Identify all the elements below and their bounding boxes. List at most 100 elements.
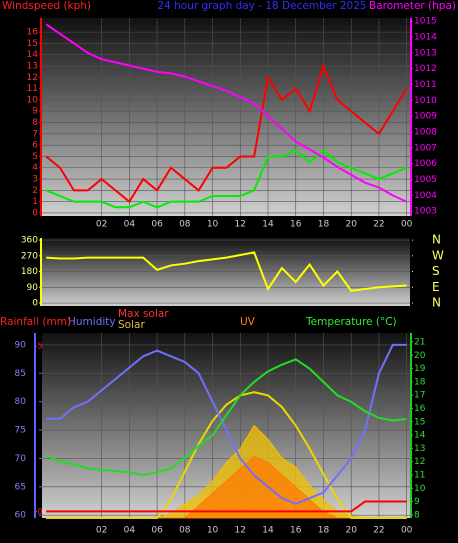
y2-tick-label: 1015: [414, 17, 437, 27]
y-tick-label: 2: [32, 186, 38, 196]
legend-label: UV: [240, 316, 256, 328]
y2-tick-label: W: [432, 248, 444, 262]
x-tick-label: 18: [318, 526, 330, 536]
x-tick-label: 10: [207, 526, 219, 536]
x-tick-label: 20: [345, 220, 357, 230]
y2-tick-label: 19: [414, 364, 426, 374]
x-tick-label: 08: [179, 526, 191, 536]
y-tick-label: 60: [15, 511, 27, 521]
series-line: [45, 358, 407, 477]
series-line: [45, 63, 408, 204]
x-tick-label: 18: [318, 220, 330, 230]
y-tick-label: 75: [15, 426, 26, 436]
y2-tick-label: N: [432, 233, 441, 247]
y2-tick-label: 9: [414, 497, 420, 507]
legend-label: Max solar: [118, 308, 169, 320]
x-tick-label: 04: [124, 526, 136, 536]
y-tick-label: 7: [32, 129, 38, 139]
y2-tick-label: 21: [414, 338, 425, 348]
y2-tick-label: 1006: [414, 159, 437, 169]
x-tick-label: 08: [179, 220, 191, 230]
y3-tick-label: 0: [37, 507, 42, 516]
y-tick-label: 65: [15, 482, 26, 492]
x-tick-label: 16: [290, 220, 302, 230]
y-tick-label: 70: [15, 454, 27, 464]
x-tick-label: 06: [151, 526, 163, 536]
y2-tick-label: 17: [414, 391, 425, 401]
y2-tick-label: 1011: [414, 80, 437, 90]
x-tick-label: 00: [401, 220, 413, 230]
y-tick-label: 90: [15, 340, 27, 350]
series-line: [46, 500, 407, 513]
y-tick-label: 13: [27, 62, 38, 72]
y2-tick-label: 1003: [414, 207, 437, 217]
y2-tick-label: 18: [414, 377, 426, 387]
y2-tick-label: 1014: [414, 33, 437, 43]
legend-label: Rainfall (mm): [0, 316, 71, 328]
x-tick-label: 20: [345, 526, 357, 536]
y-tick-label: 5: [32, 152, 38, 162]
y2-tick-label: N: [432, 296, 441, 310]
legend-label: Solar: [118, 319, 145, 331]
x-tick-label: 12: [235, 220, 246, 230]
plot-background: [42, 238, 410, 306]
y-tick-label: 1: [32, 197, 38, 207]
y-tick-label: 14: [27, 50, 39, 60]
y-tick-label: 16: [27, 28, 39, 38]
x-tick-label: 00: [401, 526, 413, 536]
y2-tick-label: 10: [414, 484, 426, 494]
chart-title: 24 hour graph day - 18 December 2025: [157, 0, 366, 12]
y2-tick-label: 12: [414, 457, 425, 467]
y2-tick-label: 11: [414, 471, 425, 481]
x-tick-label: 10: [207, 220, 219, 230]
y-tick-label: 360: [21, 236, 38, 246]
series-line: [45, 149, 408, 209]
y2-tick-label: 16: [414, 404, 426, 414]
legend-label: Humidity: [68, 316, 116, 328]
x-tick-label: 16: [290, 526, 302, 536]
y2-tick-label: S: [432, 264, 440, 278]
y2-tick-label: 1010: [414, 96, 437, 106]
series-line: [45, 23, 408, 203]
y2-tick-label: 1005: [414, 175, 437, 185]
y-tick-label: 0: [32, 299, 38, 309]
x-tick-label: 02: [96, 220, 107, 230]
y2-tick-label: 13: [414, 444, 425, 454]
plot-background: [42, 18, 410, 216]
x-tick-label: 14: [262, 220, 274, 230]
y-tick-label: 3: [32, 175, 38, 185]
y2-tick-label: 8: [414, 510, 420, 520]
x-tick-label: 06: [151, 220, 163, 230]
y2-tick-label: 1008: [414, 128, 437, 138]
y-tick-label: 10: [27, 95, 39, 105]
y-tick-label: 90: [27, 283, 39, 293]
y-tick-label: 11: [27, 84, 38, 94]
x-tick-label: 22: [373, 526, 384, 536]
y-tick-label: 0: [32, 208, 38, 218]
x-tick-label: 02: [96, 526, 107, 536]
y-tick-label: 15: [27, 39, 38, 49]
y-tick-label: 180: [21, 267, 38, 277]
y2-tick-label: 1012: [414, 64, 437, 74]
y-tick-label: 8: [32, 118, 38, 128]
x-tick-label: 14: [262, 526, 274, 536]
y2-tick-label: 20: [414, 351, 426, 361]
y2-tick-label: 1009: [414, 112, 437, 122]
series-line: [46, 343, 407, 505]
x-tick-label: 22: [373, 220, 384, 230]
y2-tick-label: 14: [414, 431, 426, 441]
y2-tick-label: E: [432, 280, 440, 294]
y-axis-title: Windspeed (kph): [2, 0, 91, 12]
y-tick-label: 85: [15, 369, 26, 379]
y2-tick-label: 1004: [414, 191, 437, 201]
y-tick-label: 4: [32, 163, 38, 173]
y-tick-label: 12: [27, 73, 38, 83]
y-tick-label: 6: [32, 141, 38, 151]
y2-axis-title: Barometer (hpa): [369, 0, 456, 12]
y2-tick-label: 15: [414, 417, 425, 427]
y-tick-label: 80: [15, 397, 27, 407]
y-tick-label: 9: [32, 107, 38, 117]
y3-tick-label: 5: [37, 342, 42, 351]
x-tick-label: 04: [124, 220, 136, 230]
